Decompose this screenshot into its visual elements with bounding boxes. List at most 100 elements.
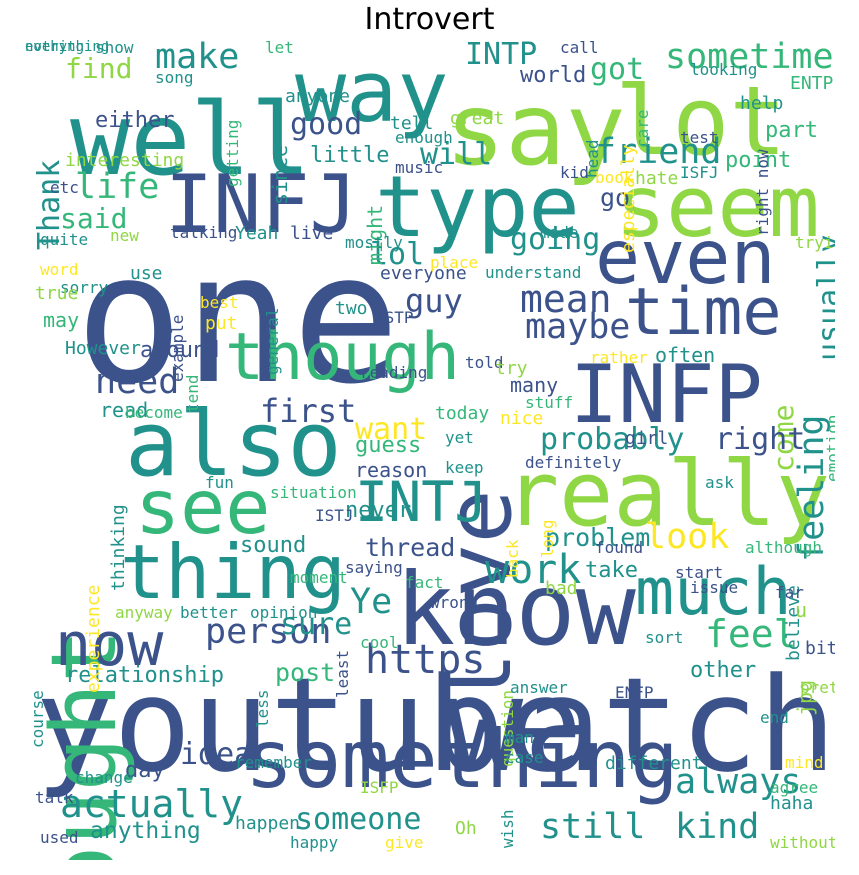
word-reading: reading (360, 363, 428, 382)
word-world: world (520, 63, 587, 88)
word-though: though (225, 320, 460, 395)
word-want: want (355, 412, 428, 447)
word-bit: bit (805, 638, 835, 659)
word-happy: happy (290, 833, 339, 852)
word-ask: ask (705, 473, 734, 492)
word-ye: Ye (350, 582, 393, 622)
word-entp: ENTP (790, 73, 834, 94)
word-let: let (265, 40, 294, 57)
word-guess: guess (355, 433, 422, 458)
word-thread: thread (365, 533, 456, 562)
word-sort: sort (645, 628, 684, 647)
word-lol: lol (370, 237, 425, 272)
word-long: long (538, 519, 557, 559)
word-now: now (55, 610, 164, 680)
word-cool: cool (360, 633, 399, 652)
word-try: try (495, 358, 528, 379)
word-part: part (765, 118, 818, 143)
word-anything: anything (90, 818, 201, 844)
word-little: little (310, 143, 390, 168)
word-isfp: ISFP (360, 778, 399, 797)
word-take: take (585, 558, 638, 583)
word-yeah: Yeah (235, 223, 279, 244)
word-tend: tend (183, 374, 202, 414)
word-since: since (268, 144, 292, 205)
word-day: day (125, 758, 165, 783)
word-go: go (600, 183, 631, 212)
word-idea: idea (180, 737, 253, 772)
word-enfp: ENFP (615, 683, 654, 702)
word-new: new (110, 226, 139, 245)
word-definitely: definitely (525, 453, 622, 472)
word-also: also (125, 392, 342, 497)
word-although: although (745, 538, 823, 557)
word-guy: guy (405, 282, 463, 320)
word-really: really (505, 442, 831, 547)
word-start: start (675, 563, 724, 582)
word-wish: wish (498, 809, 517, 849)
word-sometime: sometime (665, 40, 834, 77)
word-two: two (335, 298, 368, 319)
word-general: general (263, 307, 282, 376)
word-trying: trying (795, 233, 835, 252)
word-around: around (140, 338, 220, 363)
word-pretty: pretty (800, 678, 835, 697)
word-thing: thing (120, 528, 346, 616)
word-right-now: right now (753, 149, 772, 237)
word-infp: INFP (570, 348, 763, 441)
word-saying: saying (345, 558, 403, 577)
word-need: need (95, 362, 180, 402)
word-use: use (130, 263, 163, 284)
word-give: give (385, 833, 424, 852)
word-put: put (205, 313, 238, 334)
word-still: still (540, 807, 646, 847)
word-change: change (75, 768, 133, 787)
word-other: other (690, 658, 757, 683)
word-life: life (75, 167, 160, 207)
word-never: never (345, 498, 412, 523)
word-case: case (505, 748, 544, 767)
word-oh: Oh (455, 818, 477, 839)
word-well: well (70, 81, 311, 198)
word-mostly: mostly (345, 233, 403, 252)
word-word: word (40, 260, 79, 279)
word-istp: ISTP (375, 308, 414, 327)
word-understand: understand (485, 263, 582, 282)
word-made: made (540, 223, 579, 242)
word-help: help (740, 93, 784, 114)
word-often: often (655, 343, 716, 367)
word-different: different (605, 753, 703, 774)
word-music: music (395, 158, 444, 177)
word-anyone: anyone (285, 86, 351, 107)
word-however: However (65, 338, 141, 359)
word-talking: talking (170, 223, 238, 242)
word-many: many (510, 373, 559, 397)
word-feel: feel (705, 612, 797, 656)
word-girl: girl (625, 428, 669, 449)
word-used: used (40, 828, 79, 847)
word-watch: watch (445, 649, 835, 801)
word-far: far (775, 583, 804, 602)
word-see: see (135, 463, 271, 551)
word-stuff: stuff (525, 393, 574, 412)
word-kind: kind (675, 807, 760, 847)
word-sure: sure (280, 607, 353, 642)
word-yet: yet (445, 428, 474, 447)
word-fun: fun (205, 473, 234, 492)
word-better: better (180, 603, 238, 622)
word-jpg: jpg (793, 679, 817, 716)
word-friend: friend (595, 132, 722, 172)
word-end: end (760, 708, 789, 727)
page-title: Introvert (364, 2, 495, 37)
word-intj: INTJ (355, 470, 488, 534)
word-especially: especially (618, 144, 639, 253)
word-nothing: nothing (25, 40, 85, 55)
word-call: call (560, 40, 599, 57)
word-good: good (290, 107, 363, 142)
word-become: become (125, 403, 183, 422)
word-going: going (510, 222, 601, 257)
word-nice: nice (500, 408, 544, 429)
word-agree: agree (770, 778, 819, 797)
word-way: way (295, 43, 449, 142)
word-sorry: sorry (60, 278, 109, 297)
